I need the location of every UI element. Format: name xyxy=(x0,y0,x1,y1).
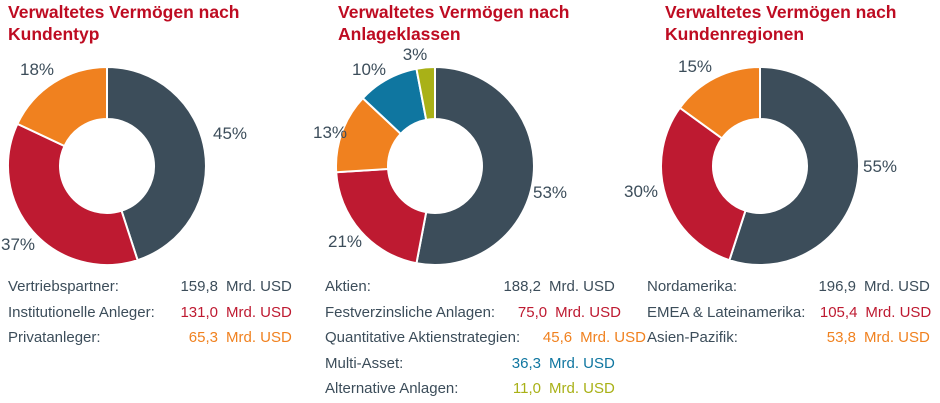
percent-label: 10% xyxy=(351,60,387,79)
donut-segment-2 xyxy=(16,66,108,148)
percent-label: 15% xyxy=(677,57,713,76)
legend-label: Vertriebspartner: xyxy=(8,278,119,296)
donut-segment-0 xyxy=(106,66,207,262)
legend-row: Quantitative Aktienstrategien: 45,6 Mrd.… xyxy=(325,325,646,351)
legend-unit: Mrd. USD xyxy=(549,354,615,372)
percent-label: 21% xyxy=(327,232,363,251)
legend-row: Institutionelle Anleger: 131,0 Mrd. USD xyxy=(8,300,298,326)
donut-segment-0 xyxy=(415,66,535,266)
percent-label: 18% xyxy=(19,60,55,79)
legend-label: Festverzinsliche Anlagen: xyxy=(325,303,496,321)
legend-kundenregionen: Nordamerika: 196,9 Mrd. USD EMEA & Latei… xyxy=(647,274,936,351)
legend-label: Alternative Anlagen: xyxy=(325,380,459,398)
chart-panel-anlageklassen: Verwaltetes Vermögen nach Anlageklassen … xyxy=(312,0,646,403)
legend-unit: Mrd. USD xyxy=(549,278,615,296)
donut-segment-2 xyxy=(678,66,761,140)
legend-label: Institutionelle Anleger: xyxy=(8,303,155,321)
legend-unit: Mrd. USD xyxy=(226,303,292,321)
legend-unit: Mrd. USD xyxy=(555,303,621,321)
chart-panel-kundentyp: Verwaltetes Vermögen nach Kundentyp 45% … xyxy=(0,0,313,403)
percent-label: 30% xyxy=(623,182,659,201)
legend-label: Multi-Asset: xyxy=(325,354,404,372)
legend-value: 196,9 xyxy=(818,278,856,296)
legend-value: 36,3 xyxy=(511,354,541,372)
percent-label: 55% xyxy=(862,157,898,176)
legend-unit: Mrd. USD xyxy=(864,329,930,347)
legend-kundentyp: Vertriebspartner: 159,8 Mrd. USD Institu… xyxy=(8,274,298,351)
legend-label: Aktien: xyxy=(325,278,371,296)
percent-label: 3% xyxy=(402,45,428,64)
donut-segment-1 xyxy=(660,106,747,262)
legend-unit: Mrd. USD xyxy=(865,303,932,321)
legend-value: 11,0 xyxy=(512,380,541,398)
legend-unit: Mrd. USD xyxy=(226,329,292,347)
legend-anlageklassen: Aktien: 188,2 Mrd. USD Festverzinsliche … xyxy=(325,274,646,402)
legend-row: Festverzinsliche Anlagen: 75,0 Mrd. USD xyxy=(325,300,621,326)
legend-row: EMEA & Lateinamerika: 105,4 Mrd. USD xyxy=(647,300,936,326)
percent-label: 45% xyxy=(212,124,248,143)
legend-unit: Mrd. USD xyxy=(226,278,292,296)
donut-segment-1 xyxy=(335,167,428,265)
chart-title-kundenregionen: Verwaltetes Vermögen nach Kundenregionen xyxy=(665,2,897,44)
legend-value: 131,0 xyxy=(180,303,218,321)
legend-label: Quantitative Aktienstrategien: xyxy=(325,329,521,347)
chart-title-anlageklassen: Verwaltetes Vermögen nach Anlageklassen xyxy=(338,2,570,44)
legend-row: Privatanleger: 65,3 Mrd. USD xyxy=(8,325,298,351)
donut-segment-0 xyxy=(728,66,860,266)
legend-value: 105,4 xyxy=(819,303,858,321)
chart-panel-kundenregionen: Verwaltetes Vermögen nach Kundenregionen… xyxy=(623,0,940,403)
donut-segment-4 xyxy=(415,66,436,121)
legend-value: 45,6 xyxy=(542,329,573,347)
legend-label: Nordamerika: xyxy=(647,278,738,296)
donut-segment-1 xyxy=(7,122,139,266)
legend-unit: Mrd. USD xyxy=(580,329,646,347)
percent-label: 37% xyxy=(0,235,36,254)
legend-value: 188,2 xyxy=(503,278,541,296)
legend-unit: Mrd. USD xyxy=(549,380,615,398)
legend-row: Nordamerika: 196,9 Mrd. USD xyxy=(647,274,936,300)
percent-label: 13% xyxy=(312,123,348,142)
chart-title-kundentyp: Verwaltetes Vermögen nach Kundentyp xyxy=(8,2,240,44)
legend-row: Asien-Pazifik: 53,8 Mrd. USD xyxy=(647,325,936,351)
legend-unit: Mrd. USD xyxy=(864,278,930,296)
percent-label: 53% xyxy=(532,183,568,202)
donut-chart-kundenregionen xyxy=(660,66,860,266)
legend-value: 53,8 xyxy=(826,329,856,347)
donut-chart-kundentyp xyxy=(7,66,207,266)
legend-label: EMEA & Lateinamerika: xyxy=(647,303,806,321)
legend-value: 159,8 xyxy=(180,278,218,296)
legend-label: Privatanleger: xyxy=(8,329,101,347)
legend-row: Multi-Asset: 36,3 Mrd. USD xyxy=(325,351,621,377)
legend-row: Alternative Anlagen: 11,0 Mrd. USD xyxy=(325,376,621,402)
legend-row: Vertriebspartner: 159,8 Mrd. USD xyxy=(8,274,298,300)
legend-value: 65,3 xyxy=(188,329,218,347)
legend-row: Aktien: 188,2 Mrd. USD xyxy=(325,274,621,300)
legend-value: 75,0 xyxy=(517,303,548,321)
legend-label: Asien-Pazifik: xyxy=(647,329,738,347)
donut-chart-anlageklassen xyxy=(335,66,535,266)
